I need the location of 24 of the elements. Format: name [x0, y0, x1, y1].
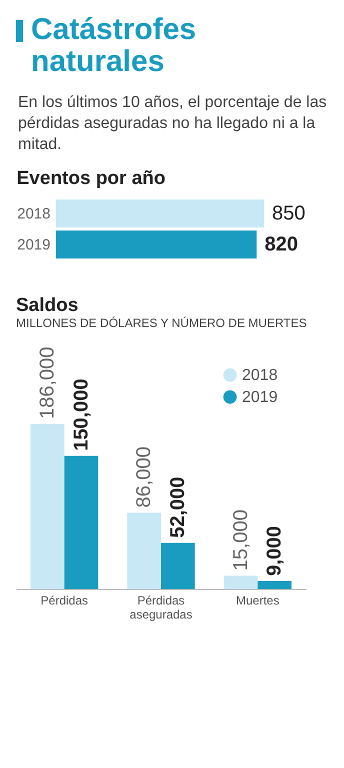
bar — [127, 512, 161, 589]
chart-title: Saldos — [16, 295, 78, 316]
bar — [258, 581, 292, 589]
bar — [224, 576, 258, 589]
data-label: 9,000 — [264, 526, 286, 576]
data-label: 86,000 — [133, 446, 156, 508]
data-label: 52,000 — [166, 476, 189, 538]
bar — [161, 542, 195, 589]
data-label: 820 — [264, 234, 298, 256]
bar — [30, 424, 64, 589]
text: En los últimos 10 años, el porcentaje de las pérdidas aseguradas no ha llegado ni a la mitad. — [18, 93, 328, 155]
chart-subtitle: MILLONES DE DÓLARES Y NÚMERO DE MUERTES — [16, 316, 307, 330]
x-tick-label: Pérdidas aseguradas — [130, 594, 192, 622]
text: Catástrofes naturales — [31, 13, 198, 78]
x-tick-label: Muertes — [236, 594, 280, 608]
bar — [64, 456, 98, 589]
data-label: 150,000 — [70, 378, 92, 451]
data-label: 850 — [272, 202, 306, 224]
data-label: 186,000 — [36, 346, 58, 419]
chart-title: Eventos por año — [16, 168, 166, 189]
x-tick-label: Pérdidas — [40, 594, 88, 608]
legend-label: 2018 — [242, 367, 278, 384]
legend-label: 2019 — [242, 389, 278, 406]
data-label: 15,000 — [230, 510, 252, 571]
